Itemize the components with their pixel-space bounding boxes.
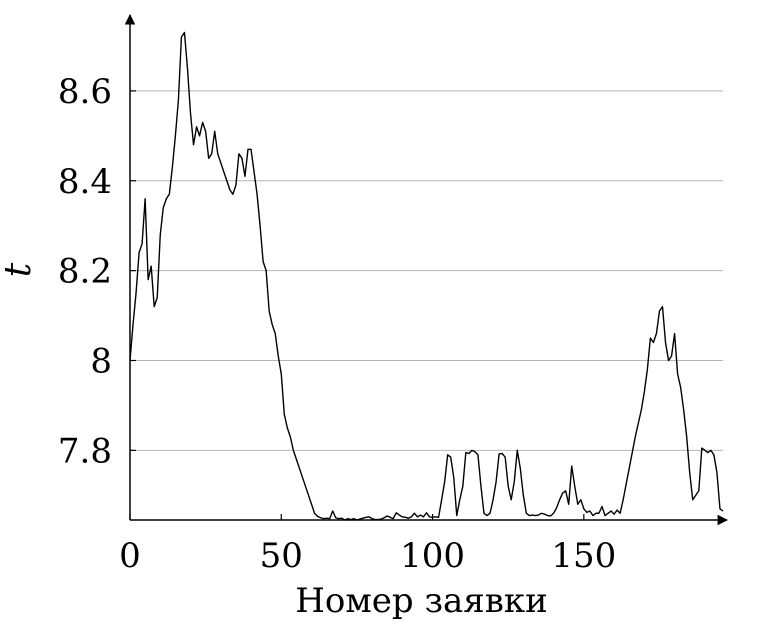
x-tick-label-1: 50 [260,536,303,576]
series-group [129,31,724,521]
y-axis-title: t [0,262,39,277]
y-tick-label-3: 8.4 [58,162,112,202]
series-line-0 [129,31,724,521]
x-tick-label-3: 150 [551,536,616,576]
y-ticks: 7.8 8 8.2 8.4 8.6 [58,72,136,471]
x-ticks: 0 50 100 150 [119,514,616,576]
y-tick-label-1: 8 [90,341,112,381]
x-tick-label-0: 0 [119,536,141,576]
y-tick-label-4: 8.6 [58,72,112,112]
gridlines [130,90,723,451]
x-axis-title: Номер заявки [295,581,548,621]
y-tick-label-0: 7.8 [58,431,112,471]
y-tick-label-2: 8.2 [58,252,112,292]
x-tick-label-2: 100 [400,536,465,576]
